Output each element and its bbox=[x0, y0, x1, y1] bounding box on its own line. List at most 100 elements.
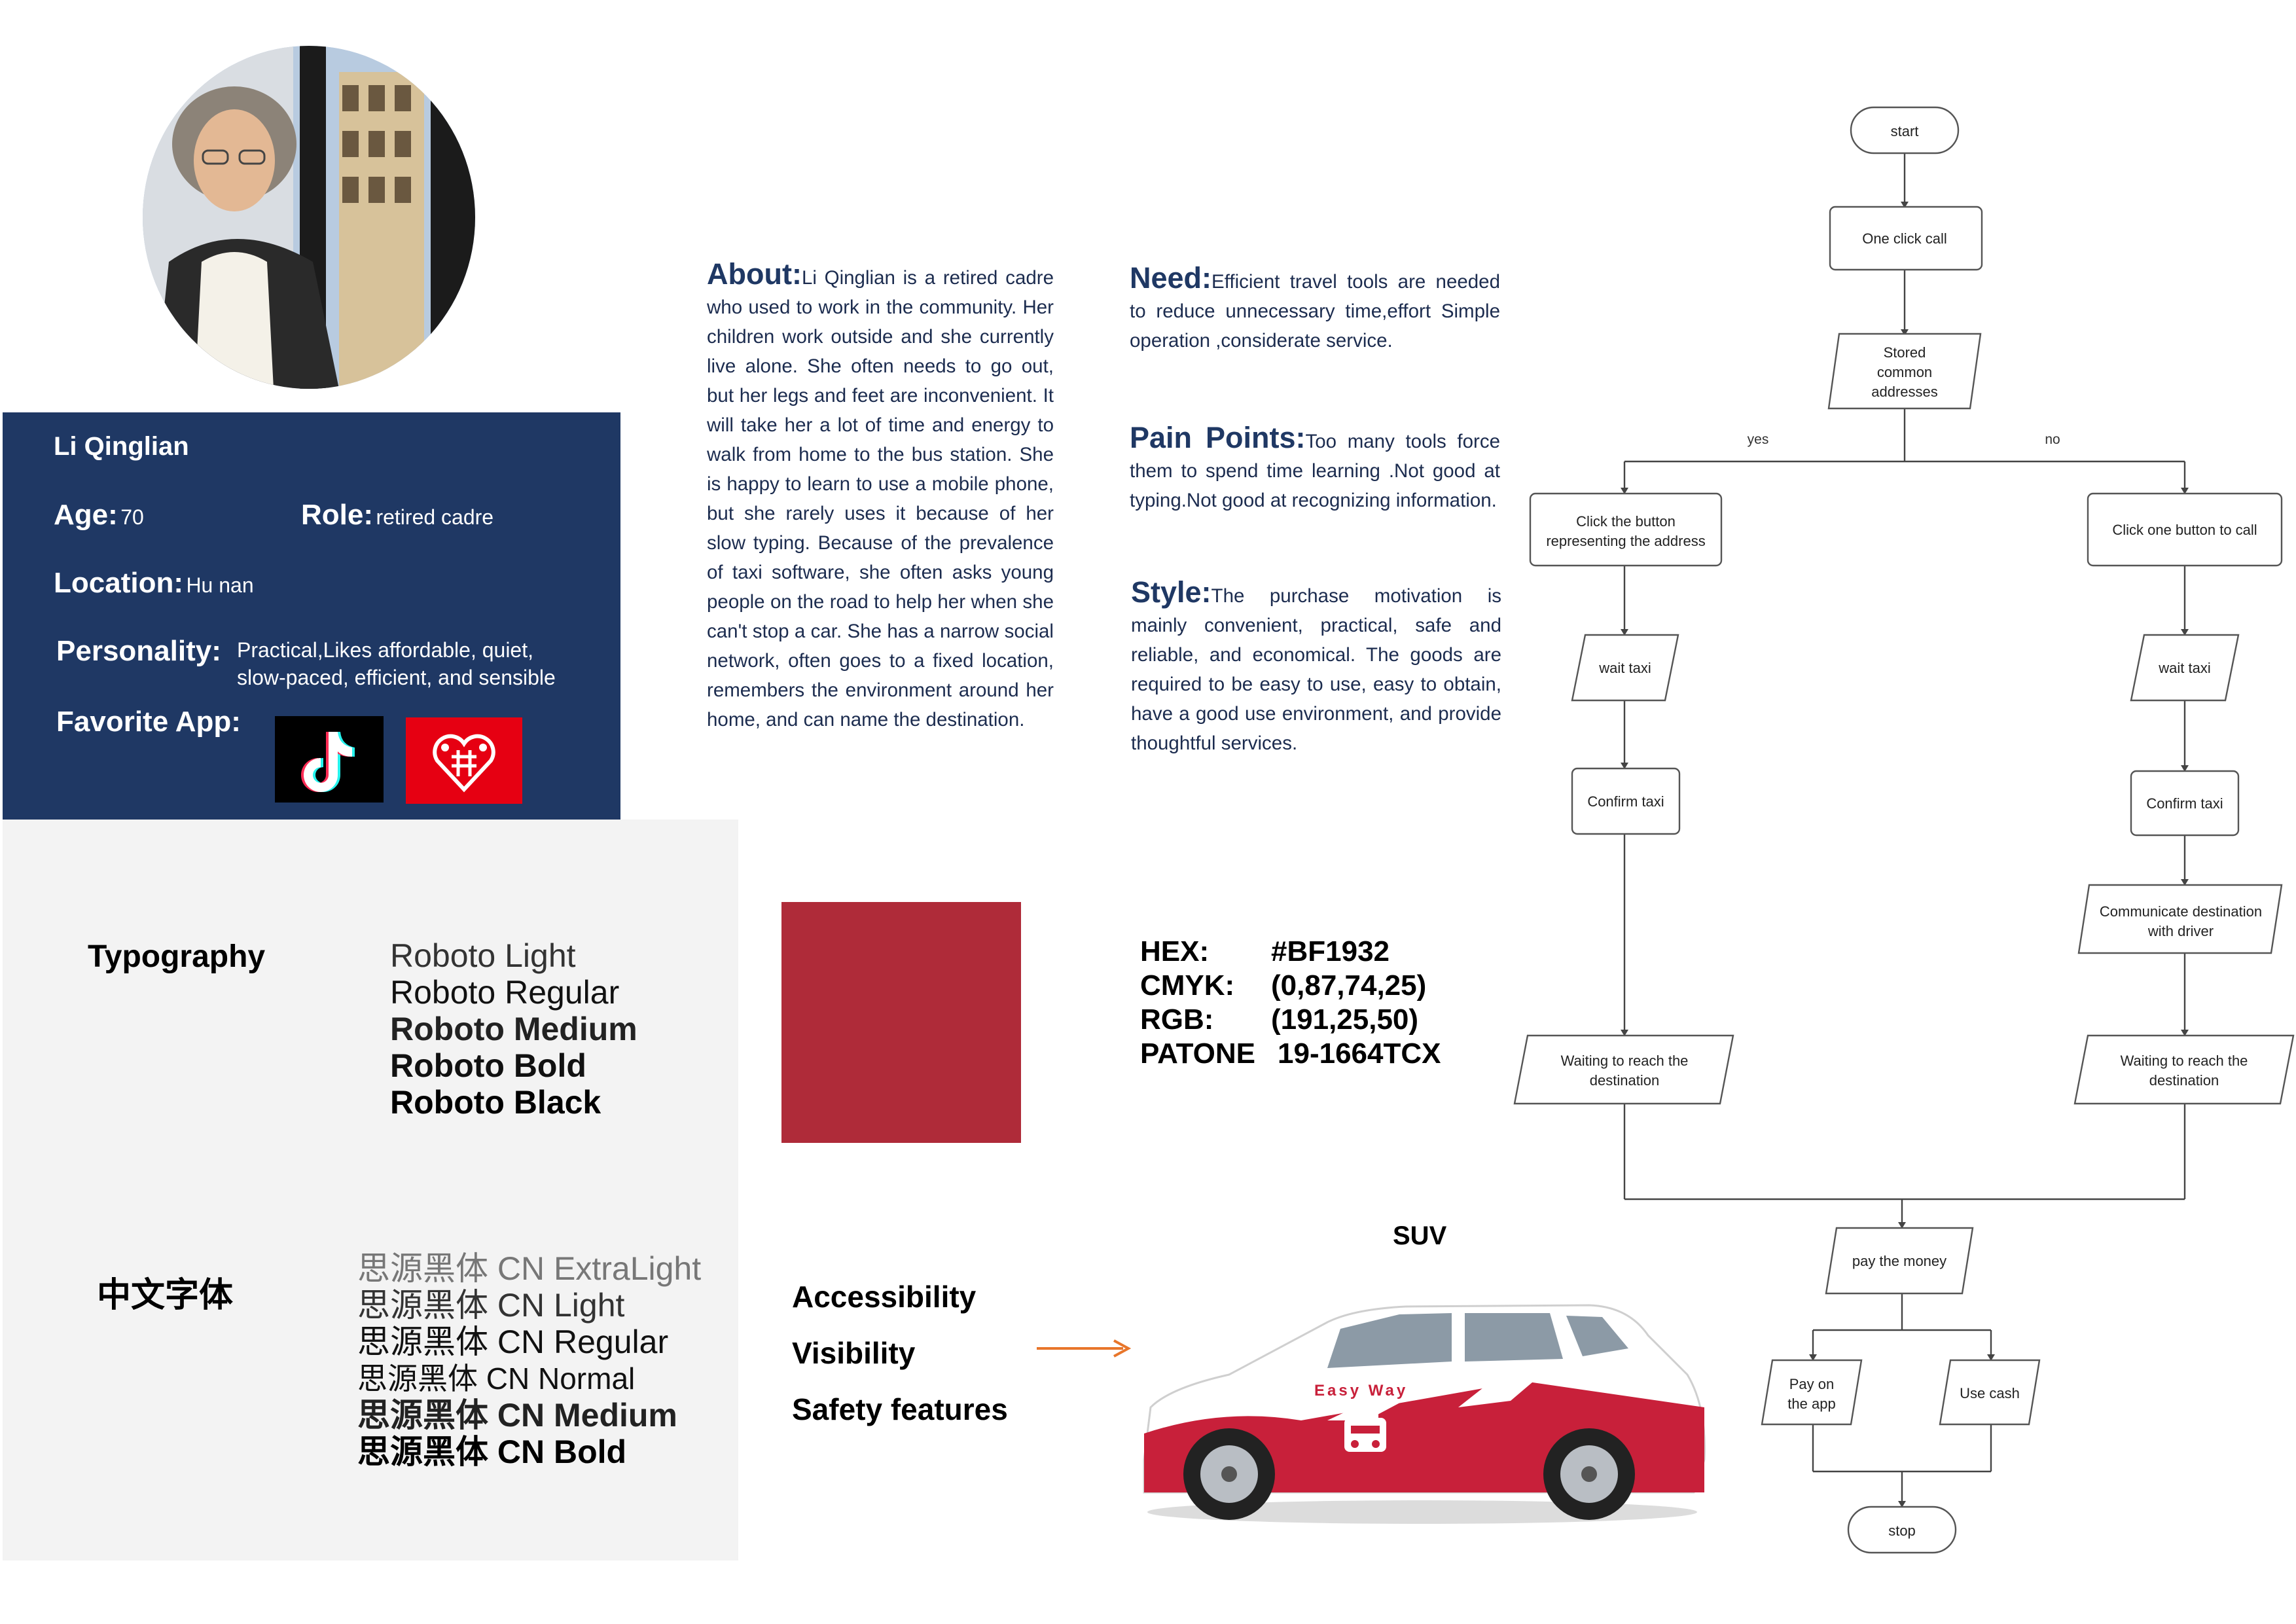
typography-title: Typography bbox=[88, 939, 266, 974]
color-value: 19-1664TCX bbox=[1278, 1038, 1441, 1070]
chinese-font-list: 思源黑体 CN ExtraLight 思源黑体 CN Light 思源黑体 CN… bbox=[357, 1250, 701, 1470]
arrow-right-icon bbox=[1037, 1339, 1132, 1358]
style-section: Style:The purchase motivation is mainly … bbox=[1131, 577, 1501, 758]
location-row: Location: Hu nan bbox=[54, 567, 254, 600]
age-row: Age: 70 bbox=[54, 499, 144, 532]
svg-text:Waiting to reach the: Waiting to reach the bbox=[1561, 1053, 1689, 1069]
accessibility-item: Safety features bbox=[792, 1392, 1008, 1426]
chinese-font-title: 中文字体 bbox=[97, 1276, 234, 1314]
need-label: Need: bbox=[1130, 261, 1212, 295]
svg-text:with driver: with driver bbox=[2147, 923, 2214, 939]
svg-text:start: start bbox=[1891, 123, 1919, 139]
style-label: Style: bbox=[1131, 575, 1211, 609]
svg-text:Click one button to call: Click one button to call bbox=[2112, 522, 2257, 538]
accessibility-item: Visibility bbox=[792, 1336, 916, 1370]
flow-stop-node: stop bbox=[1847, 1506, 1957, 1554]
persona-photo bbox=[143, 46, 475, 389]
age-value: 70 bbox=[120, 505, 144, 529]
svg-text:wait taxi: wait taxi bbox=[2158, 660, 2210, 676]
pinduoduo-icon bbox=[406, 717, 522, 804]
flow-communicate-node: Communicate destination with driver bbox=[2077, 884, 2283, 954]
age-label: Age: bbox=[54, 499, 118, 531]
svg-text:One click call: One click call bbox=[1862, 230, 1947, 247]
flow-start-node: start bbox=[1850, 106, 1960, 154]
persona-name: Li Qinglian bbox=[54, 432, 189, 461]
font-sample: 思源黑体 CN Medium bbox=[357, 1397, 677, 1434]
color-row: HEX: #BF1932 bbox=[1140, 935, 1441, 969]
about-text: Li Qinglian is a retired cadre who used … bbox=[707, 267, 1054, 731]
svg-text:Click the button: Click the button bbox=[1576, 513, 1676, 530]
flow-connectors bbox=[1623, 153, 2186, 1506]
font-sample: 思源黑体 CN Regular bbox=[357, 1324, 669, 1360]
color-value: (191,25,50) bbox=[1271, 1003, 1419, 1036]
color-key: PATONE bbox=[1140, 1038, 1256, 1070]
font-sample: 思源黑体 CN ExtraLight bbox=[357, 1250, 702, 1287]
flow-no-label: no bbox=[2045, 432, 2060, 447]
flow-arrowheads bbox=[1621, 202, 2189, 1507]
svg-text:Confirm taxi: Confirm taxi bbox=[2146, 795, 2223, 812]
typography-panel bbox=[3, 820, 738, 1561]
svg-text:destination: destination bbox=[2149, 1072, 2219, 1089]
font-sample: Roboto Black bbox=[390, 1084, 601, 1121]
role-row: Role: retired cadre bbox=[301, 499, 493, 532]
svg-text:the app: the app bbox=[1787, 1396, 1835, 1412]
color-spec-table: HEX: #BF1932 CMYK: (0,87,74,25) RGB: (19… bbox=[1140, 935, 1441, 1071]
flow-stored-addresses-node: Stored common addresses bbox=[1827, 333, 1982, 410]
svg-text:Communicate destination: Communicate destination bbox=[2100, 903, 2262, 920]
personality-value: Practical,Likes affordable, quiet, slow-… bbox=[237, 638, 556, 689]
flow-one-click-node: One click call bbox=[1829, 206, 1983, 271]
vehicle-brand: Easy Way bbox=[1314, 1382, 1408, 1399]
svg-text:Pay on: Pay on bbox=[1789, 1376, 1835, 1392]
role-label: Role: bbox=[301, 499, 373, 531]
svg-text:Stored: Stored bbox=[1884, 344, 1926, 361]
flow-click-address-node: Click the button representing the addres… bbox=[1529, 492, 1723, 567]
flow-wait-taxi-right-node: wait taxi bbox=[2130, 634, 2240, 702]
flow-yes-label: yes bbox=[1748, 432, 1769, 447]
svg-text:Confirm taxi: Confirm taxi bbox=[1587, 793, 1664, 810]
color-key: RGB: bbox=[1140, 1003, 1214, 1036]
svg-text:common: common bbox=[1877, 364, 1932, 380]
flow-confirm-taxi-right-node: Confirm taxi bbox=[2130, 770, 2240, 837]
need-text: Efficient travel tools are needed to red… bbox=[1130, 271, 1500, 352]
color-key: HEX: bbox=[1140, 935, 1210, 967]
svg-text:Use cash: Use cash bbox=[1960, 1385, 2020, 1401]
need-section: Need:Efficient travel tools are needed t… bbox=[1130, 263, 1500, 355]
color-value: #BF1932 bbox=[1271, 935, 1390, 967]
font-sample: 思源黑体 CN Light bbox=[357, 1287, 625, 1324]
personality-label: Personality: bbox=[56, 635, 221, 667]
about-section: About:Li Qinglian is a retired cadre who… bbox=[707, 259, 1054, 734]
svg-text:wait taxi: wait taxi bbox=[1598, 660, 1651, 676]
color-key: CMYK: bbox=[1140, 969, 1235, 1001]
flow-wait-taxi-left-node: wait taxi bbox=[1571, 634, 1679, 702]
pain-points-section: Pain Points:Too many tools force them to… bbox=[1130, 423, 1500, 515]
location-label: Location: bbox=[54, 567, 183, 599]
flow-pay-money-node: pay the money bbox=[1825, 1227, 1974, 1295]
svg-text:stop: stop bbox=[1888, 1523, 1916, 1539]
persona-card: Li Qinglian Age: 70 Role: retired cadre … bbox=[3, 412, 620, 820]
style-text: The purchase motivation is mainly conven… bbox=[1131, 585, 1501, 754]
color-row: PATONE 19-1664TCX bbox=[1140, 1037, 1441, 1071]
color-swatch bbox=[781, 902, 1021, 1143]
flow-waiting-left-node: Waiting to reach the destination bbox=[1513, 1034, 1734, 1105]
svg-text:Waiting to reach the: Waiting to reach the bbox=[2121, 1053, 2248, 1069]
svg-text:representing the address: representing the address bbox=[1546, 533, 1705, 549]
taxi-car-illustration: Easy Way bbox=[1131, 1296, 1713, 1532]
color-row: CMYK: (0,87,74,25) bbox=[1140, 969, 1441, 1003]
taxi-flowchart: start One click call Stored common addre… bbox=[1513, 106, 2295, 1554]
latin-font-list: Roboto Light Roboto Regular Roboto Mediu… bbox=[390, 937, 637, 1121]
color-value: (0,87,74,25) bbox=[1271, 969, 1427, 1001]
flow-pay-app-node: Pay on the app bbox=[1761, 1359, 1863, 1426]
svg-text:pay the money: pay the money bbox=[1852, 1253, 1946, 1269]
flow-confirm-taxi-left-node: Confirm taxi bbox=[1571, 767, 1681, 835]
accessibility-item: Accessibility bbox=[792, 1280, 977, 1314]
font-sample: Roboto Bold bbox=[390, 1047, 586, 1084]
color-row: RGB: (191,25,50) bbox=[1140, 1003, 1441, 1037]
vehicle-title: SUV bbox=[1393, 1221, 1447, 1250]
role-value: retired cadre bbox=[376, 505, 494, 529]
flow-use-cash-node: Use cash bbox=[1939, 1359, 2041, 1426]
favorite-app-label: Favorite App: bbox=[56, 706, 241, 738]
font-sample: Roboto Medium bbox=[390, 1011, 637, 1047]
tiktok-icon bbox=[275, 716, 384, 803]
font-sample: 思源黑体 CN Normal bbox=[357, 1362, 636, 1396]
about-label: About: bbox=[707, 257, 802, 291]
